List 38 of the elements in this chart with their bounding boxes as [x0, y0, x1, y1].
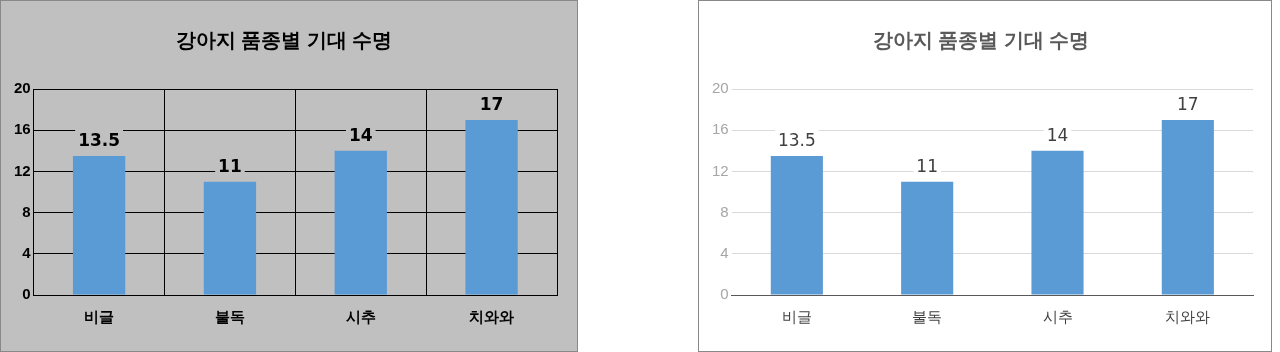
x-tick-label: 불독: [912, 308, 943, 326]
y-tick-label: 20: [14, 79, 31, 97]
data-label: 17: [1177, 93, 1199, 114]
data-label: 13.5: [777, 129, 816, 150]
bar: [203, 181, 257, 295]
y-tick-label: 4: [22, 243, 32, 261]
data-label: 11: [916, 155, 938, 176]
chart-title: 강아지 품종별 기대 수명: [872, 28, 1090, 51]
y-tick-label: 12: [14, 161, 31, 179]
x-tick-label: 불독: [214, 308, 245, 326]
bar: [334, 150, 387, 295]
y-tick-label: 8: [22, 202, 31, 220]
x-tick-label: 시추: [1042, 308, 1073, 326]
y-tick-label: 8: [720, 202, 729, 220]
data-label: 11: [218, 155, 242, 176]
y-tick-label: 16: [712, 120, 729, 138]
y-tick-label: 4: [720, 243, 729, 261]
chart-title: 강아지 품종별 기대 수명: [175, 28, 393, 51]
x-tick-label: 치와와: [469, 308, 515, 326]
bar: [901, 181, 954, 295]
bar: [72, 155, 126, 295]
bar: [1161, 119, 1214, 295]
x-tick-label: 시추: [345, 308, 376, 326]
data-label: 17: [479, 93, 504, 114]
y-tick-label: 0: [22, 285, 31, 303]
y-tick-label: 20: [712, 79, 729, 97]
bar: [770, 155, 823, 295]
bar: [465, 119, 518, 295]
x-tick-label: 비글: [84, 308, 115, 326]
data-label: 13.5: [78, 129, 121, 150]
x-tick-label: 비글: [781, 308, 812, 326]
data-label: 14: [348, 124, 373, 145]
y-tick-label: 0: [720, 285, 729, 303]
y-tick-label: 16: [14, 120, 31, 138]
data-label: 14: [1046, 124, 1069, 145]
y-tick-label: 12: [712, 161, 729, 179]
bar: [1031, 150, 1084, 295]
x-tick-label: 치와와: [1165, 308, 1211, 326]
